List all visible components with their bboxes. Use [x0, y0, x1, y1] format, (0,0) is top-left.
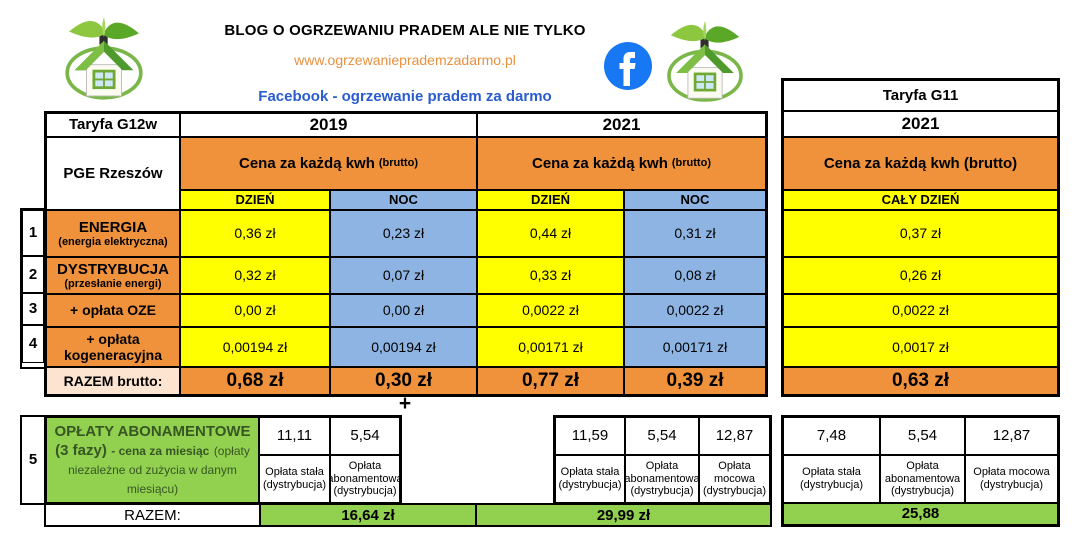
- price-header-2021: Cena za każdą kwh (brutto): [477, 137, 766, 190]
- day-header-2019: DZIEŃ: [180, 190, 330, 210]
- fee-label: Opłata mocowa (dystrybucja): [965, 455, 1058, 503]
- value-cell: 0,31 zł: [624, 210, 766, 257]
- year-2019-header: 2019: [180, 113, 477, 137]
- value-cell: 0,00194 zł: [180, 327, 330, 367]
- fee-label: Opłata abonamentowa (dystrybucja): [880, 455, 965, 503]
- website-link[interactable]: www.ogrzewanieprademzadarmo.pl: [294, 52, 516, 68]
- row-number: 1: [22, 210, 44, 256]
- value-cell: 0,23 zł: [330, 210, 477, 257]
- total-label: RAZEM brutto:: [46, 367, 180, 395]
- value-cell: 0,44 zł: [477, 210, 624, 257]
- night-header-2019: NOC: [330, 190, 477, 210]
- provider-name: PGE Rzeszów: [46, 137, 180, 210]
- fees-g11-block: 7,48 5,54 12,87 Opłata stała (dystrybucj…: [781, 415, 1060, 527]
- value-cell: 0,00 zł: [180, 294, 330, 327]
- fee-label: Opłata mocowa (dystrybucja): [699, 455, 770, 503]
- day-header-2021: DZIEŃ: [477, 190, 624, 210]
- year-2021-header: 2021: [783, 111, 1058, 137]
- row-label-oze: + opłata OZE: [46, 294, 180, 327]
- row-number: 4: [22, 325, 44, 363]
- g11-table: Taryfa G11 2021 Cena za każdą kwh (brutt…: [781, 78, 1060, 397]
- fee-value: 5,54: [880, 417, 965, 455]
- tariff-name: Taryfa G12w: [46, 113, 180, 137]
- fee-label: Opłata stała (dystrybucja): [555, 455, 625, 503]
- all-day-header: CAŁY DZIEŃ: [783, 190, 1058, 210]
- value-cell: 0,00194 zł: [330, 327, 477, 367]
- value-cell: 0,0022 zł: [477, 294, 624, 327]
- row-number: 2: [22, 256, 44, 293]
- value-cell: 0,00 zł: [330, 294, 477, 327]
- row-label-kogeneracyjna: + opłata kogeneracyjna: [46, 327, 180, 367]
- total-value: 0,68 zł: [180, 367, 330, 395]
- facebook-link[interactable]: Facebook - ogrzewanie pradem za darmo: [258, 88, 552, 105]
- g12w-table: Taryfa G12w 2019 2021 PGE Rzeszów Cena z…: [44, 111, 768, 397]
- fees-total-g11: 25,88: [783, 503, 1058, 525]
- plus-sign: +: [398, 392, 412, 415]
- total-value: 0,63 zł: [783, 367, 1058, 395]
- row-number-column: 1 2 3 4: [20, 208, 46, 369]
- fee-value: 5,54: [625, 417, 699, 455]
- value-cell: 0,0017 zł: [783, 327, 1058, 367]
- night-header-2021: NOC: [624, 190, 766, 210]
- fee-value: 11,11: [259, 417, 330, 455]
- value-cell: 0,36 zł: [180, 210, 330, 257]
- value-cell: 0,0022 zł: [783, 294, 1058, 327]
- total-value: 0,77 zł: [477, 367, 624, 395]
- value-cell: 0,00171 zł: [477, 327, 624, 367]
- fee-value: 7,48: [783, 417, 880, 455]
- row-number: 3: [22, 293, 44, 325]
- total-value: 0,30 zł: [330, 367, 477, 395]
- fee-value: 12,87: [965, 417, 1058, 455]
- value-cell: 0,07 zł: [330, 257, 477, 294]
- value-cell: 0,33 zł: [477, 257, 624, 294]
- fees-2021-block: 11,59 5,54 12,87 Opłata stała (dystrybuc…: [553, 415, 772, 505]
- fees-2019-block: OPŁATY ABONAMENTOWE (3 fazy) - cena za m…: [44, 415, 402, 505]
- eco-house-logo: [58, 14, 150, 108]
- total-value: 0,39 zł: [624, 367, 766, 395]
- year-2021-header: 2021: [477, 113, 766, 137]
- fee-label: Opłata stała (dystrybucja): [783, 455, 880, 503]
- eco-house-logo: [660, 18, 750, 110]
- row-label-energia: ENERGIA (energia elektryczna): [46, 210, 180, 257]
- row-number: 5: [28, 451, 38, 469]
- row-label-dystrybucja: DYSTRYBUCJA (przesłanie energi): [46, 257, 180, 294]
- fees-total-2019: 16,64 zł: [259, 503, 477, 527]
- value-cell: 0,00171 zł: [624, 327, 766, 367]
- page-title: BLOG O OGRZEWANIU PRADEM ALE NIE TYLKO: [224, 22, 586, 39]
- fee-value: 11,59: [555, 417, 625, 455]
- fee-label: Opłata stała (dystrybucja): [259, 455, 330, 503]
- tariff-name: Taryfa G11: [783, 80, 1058, 111]
- fees-title: OPŁATY ABONAMENTOWE (3 fazy) - cena za m…: [46, 417, 259, 503]
- price-header: Cena za każdą kwh (brutto): [783, 137, 1058, 190]
- value-cell: 0,37 zł: [783, 210, 1058, 257]
- fee-value: 12,87: [699, 417, 770, 455]
- fees-total-2021: 29,99 zł: [475, 503, 772, 527]
- value-cell: 0,08 zł: [624, 257, 766, 294]
- price-header-2019: Cena za każdą kwh (brutto): [180, 137, 477, 190]
- facebook-icon[interactable]: [604, 42, 652, 90]
- value-cell: 0,32 zł: [180, 257, 330, 294]
- value-cell: 0,26 zł: [783, 257, 1058, 294]
- value-cell: 0,0022 zł: [624, 294, 766, 327]
- fees-row-number-box: 5: [20, 415, 46, 505]
- fees-total-label: RAZEM:: [44, 503, 261, 527]
- fee-value: 5,54: [330, 417, 400, 455]
- fee-label: Opłata abonamentowa (dystrybucja): [625, 455, 699, 503]
- fee-label: Opłata abonamentowa (dystrybucja): [330, 455, 400, 503]
